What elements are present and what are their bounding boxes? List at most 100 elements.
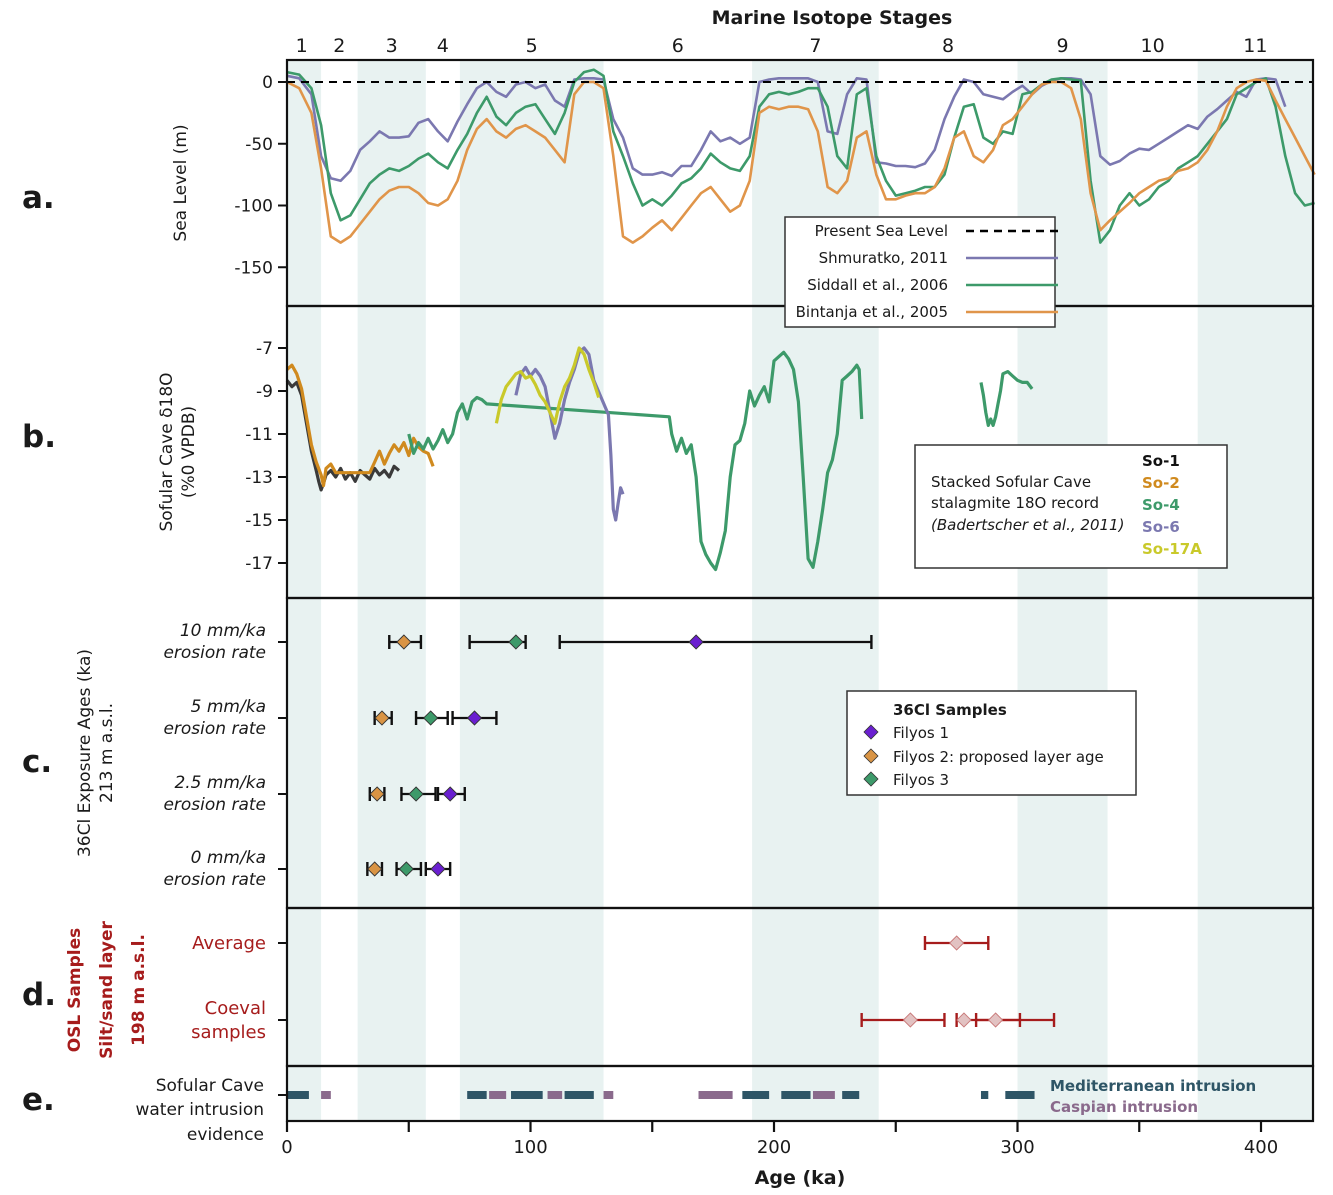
b-y-tick-label--13: -13 (245, 468, 273, 488)
mis-label-4: 4 (437, 35, 449, 57)
legend-b-entry-so6: So-6 (1142, 518, 1180, 536)
b-y-tick-label--9: -9 (256, 382, 273, 402)
c-point-s1-r3 (367, 861, 383, 877)
ylabel-c-line1: 36Cl Exposure Ages (ka) (75, 649, 95, 857)
b-y-tick-label--17: -17 (245, 554, 273, 574)
legend-box-b (914, 444, 1228, 569)
a-y-tick-label--50: -50 (245, 135, 273, 155)
sea-level-line-2 (286, 78, 1316, 244)
legend-c-label-filyos3: Filyos 3 (893, 771, 949, 789)
legend-b-title-line1: Stacked Sofular Cave (931, 473, 1091, 491)
c-point-s1-r2 (369, 786, 385, 802)
mis-shade-11 (1197, 60, 1313, 1121)
top-axis-title: Marine Isotope Stages (712, 7, 953, 29)
intrusion-bar-5 (547, 1091, 563, 1099)
mis-label-9: 9 (1057, 35, 1069, 57)
ylabel-e-line1: Sofular Cave (156, 1076, 264, 1096)
legend-b-entry-so1: So-1 (1142, 452, 1180, 470)
d-point-1 (902, 1012, 918, 1028)
mis-shade-3 (357, 60, 426, 1121)
x-tick-label-100: 100 (513, 1137, 547, 1158)
ylabel-b-line2: (%0 VPDB) (179, 406, 199, 498)
ylabel-a: Sea Level (m) (171, 124, 191, 241)
intrusion-bar-1 (321, 1091, 331, 1099)
legend-c-diamond-filyos2 (863, 748, 879, 764)
intrusion-bar-12 (842, 1091, 860, 1099)
c-row-label-line1-3: 0 mm/ka (191, 848, 266, 868)
panel-frame-e (285, 1064, 1315, 1123)
c-row-label-line1-1: 5 mm/ka (191, 697, 266, 717)
panel-c-36cl-ages (366, 634, 873, 877)
intrusion-bar-14 (1005, 1091, 1035, 1099)
b-y-tick-label--11: -11 (245, 425, 273, 445)
ylabel-d-line1: OSL Samples (65, 928, 85, 1053)
ylabel-e-line3: evidence (187, 1125, 264, 1145)
a-y-tick-label--100: -100 (234, 197, 273, 217)
ylabel-c-line2: 213 m a.s.l. (97, 703, 117, 803)
d-point-0 (948, 935, 965, 951)
c-row-label-line1-2: 2.5 mm/ka (174, 773, 266, 793)
legend-a-label-1: Siddall et al., 2006 (807, 276, 948, 294)
legend-panel-c: 36Cl Samples Filyos 1 Filyos 2: proposed… (846, 690, 1137, 796)
mis-label-3: 3 (386, 35, 398, 57)
legend-b-citation: (Badertscher et al., 2011) (931, 516, 1124, 534)
legend-a-label-2: Bintanja et al., 2005 (796, 303, 948, 321)
ylabel-d-line3: 198 m a.s.l. (129, 934, 149, 1046)
intrusion-bar-4 (511, 1091, 543, 1099)
c-point-s2-r0 (508, 634, 524, 650)
x-tick-label-0: 0 (281, 1137, 292, 1158)
ylabel-b-line1: Sofular Cave δ18O (157, 372, 177, 531)
legend-box-c (846, 690, 1137, 796)
mis-label-5: 5 (526, 35, 538, 57)
panel-b-d18o (285, 346, 1034, 572)
intrusion-bar-7 (603, 1091, 614, 1099)
c-row-label-line2-0: erosion rate (163, 643, 266, 663)
mis-label-1: 1 (296, 35, 308, 57)
c-row-label-line2-3: erosion rate (163, 870, 266, 890)
intrusion-bar-10 (781, 1091, 811, 1099)
a-y-tick-label-0: 0 (262, 73, 273, 93)
intrusion-bar-0 (287, 1091, 309, 1099)
c-point-s1-r1 (374, 710, 390, 726)
b-y-tick-label--15: -15 (245, 511, 273, 531)
intrusion-bar-2 (467, 1091, 487, 1099)
c-point-s2-r2 (408, 786, 424, 802)
panel-e-intrusion (287, 1091, 1035, 1099)
legend-panel-a: Present Sea Level Shmuratko, 2011 Siddal… (784, 216, 1058, 328)
c-row-label-line2-1: erosion rate (163, 719, 266, 739)
intrusion-bar-11 (812, 1091, 835, 1099)
axes-layer: 1 2 3 4 5 6 7 8 9 10 11 0 100 200 300 400 0 -50 -100 -150 -7… (163, 35, 1278, 1158)
intrusion-bar-8 (698, 1091, 733, 1099)
c-point-s2-r1 (423, 710, 439, 726)
intrusion-bar-9 (742, 1091, 770, 1099)
mis-label-11: 11 (1243, 35, 1267, 57)
intrusion-bar-6 (564, 1091, 594, 1099)
ylabel-d-line2: Silt/sand layer (97, 920, 117, 1058)
intrusion-bar-3 (489, 1091, 507, 1099)
legend-b-title-line2: stalagmite 18O record (931, 494, 1099, 512)
legend-panel-b: Stacked Sofular Cave stalagmite 18O reco… (914, 444, 1228, 569)
x-tick-label-300: 300 (1000, 1137, 1034, 1158)
panel-a-sea-level (286, 68, 1316, 244)
legend-a-label-0: Shmuratko, 2011 (819, 249, 948, 267)
x-tick-label-400: 400 (1244, 1137, 1278, 1158)
mis-shade-5 (459, 60, 604, 1121)
legend-e-mediterranean: Mediterranean intrusion (1050, 1077, 1256, 1095)
legend-b-entry-so17a: So-17A (1142, 540, 1202, 558)
sea-level-line-1 (286, 68, 1315, 244)
d-point-3 (987, 1012, 1004, 1028)
a-y-tick-label--150: -150 (234, 258, 273, 278)
x-tick-label-200: 200 (757, 1137, 791, 1158)
panel-label-d: d. (22, 977, 56, 1013)
panel-d-osl (860, 935, 1056, 1028)
legend-e-caspian: Caspian intrusion (1050, 1098, 1198, 1116)
x-axis-title: Age (ka) (755, 1167, 846, 1189)
panel-label-c: c. (22, 744, 52, 780)
legend-b-entry-so2: So-2 (1142, 474, 1180, 492)
legend-panel-e: Mediterranean intrusion Caspian intrusio… (1050, 1077, 1256, 1116)
b-y-tick-label--7: -7 (256, 339, 273, 359)
mis-label-10: 10 (1141, 35, 1165, 57)
d-row-label-line1-1: Coeval (205, 998, 266, 1019)
legend-c-diamond-filyos3 (863, 771, 879, 787)
